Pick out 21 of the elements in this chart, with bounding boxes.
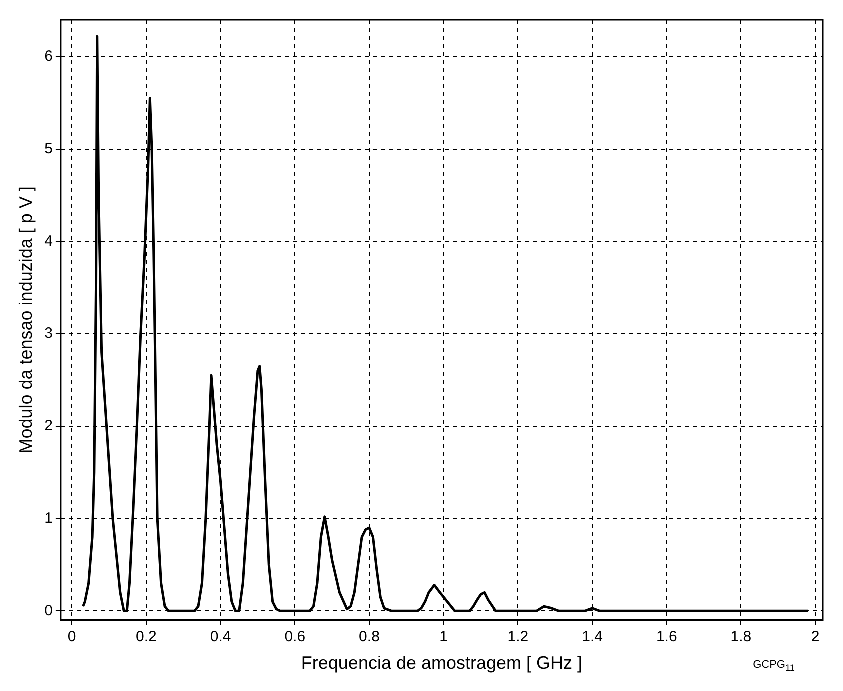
y-tick-label: 3 <box>44 325 53 342</box>
y-tick-label: 6 <box>44 48 53 66</box>
y-tick-label: 5 <box>44 140 53 158</box>
y-tick-label: 4 <box>44 232 53 250</box>
x-tick-label: 1.2 <box>508 628 529 646</box>
y-tick-label: 0 <box>44 602 53 620</box>
x-tick-label: 0.4 <box>210 628 232 646</box>
text: GCPG$_{11}$ <box>753 658 795 673</box>
y-tick-label: 2 <box>44 418 53 435</box>
x-tick-label: 0 <box>68 628 76 646</box>
x-tick-label: 1.4 <box>582 628 603 646</box>
x-axis-title: Frequencia de amostragem [ GHz ] <box>301 653 583 674</box>
y-tick-label: 1 <box>44 510 53 527</box>
x-tick-label: 2 <box>811 628 820 646</box>
x-tick-label: 1 <box>440 628 448 646</box>
x-tick-label: 0.2 <box>136 628 157 646</box>
x-tick-label: 1.8 <box>730 628 752 646</box>
x-tick-label: 0.8 <box>359 628 380 646</box>
x-tick-label: 1.6 <box>656 628 678 646</box>
y-axis-title: Modulo da tensao induzida [ p V ] <box>16 186 36 454</box>
x-tick-label: 0.6 <box>284 628 306 646</box>
